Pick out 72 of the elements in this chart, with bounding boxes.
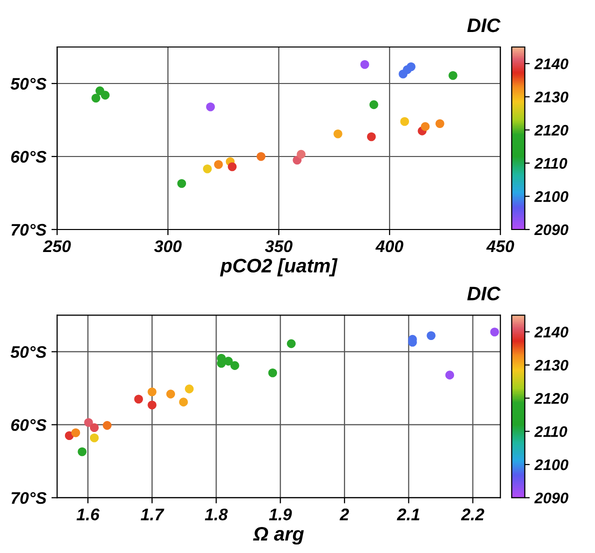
point xyxy=(224,356,233,366)
x-tick-label: 300 xyxy=(154,240,182,252)
color-bar-label: 2090 xyxy=(534,492,568,504)
point xyxy=(230,361,240,370)
point xyxy=(286,339,296,348)
x-tick-label: 1.7 xyxy=(140,508,164,520)
y-tick-label: 70°S xyxy=(12,492,47,504)
point xyxy=(71,428,80,438)
color-bar-label: 2100 xyxy=(534,459,568,470)
color-bar-label: 2130 xyxy=(534,92,568,102)
y-tick-label: 60°S xyxy=(11,150,47,163)
point xyxy=(166,390,176,398)
point xyxy=(184,384,194,394)
point xyxy=(100,90,110,100)
point xyxy=(445,370,454,380)
y-tick-label: 70°S xyxy=(12,224,47,236)
point xyxy=(134,394,143,404)
x-tick-label: 350 xyxy=(264,240,292,252)
point xyxy=(369,100,378,110)
point xyxy=(177,179,186,188)
x-tick-label: 2.1 xyxy=(396,508,420,520)
point xyxy=(214,160,223,169)
point xyxy=(268,368,278,378)
point xyxy=(296,150,306,159)
y-tick-label: 60°S xyxy=(11,419,47,431)
point xyxy=(206,102,215,112)
x-tick-label: 400 xyxy=(375,240,404,252)
x-tick-label: 1.8 xyxy=(204,508,228,520)
point xyxy=(228,162,237,172)
x-axis-title: Ω arg xyxy=(253,526,304,545)
x-tick-label: 250 xyxy=(42,240,71,252)
point xyxy=(179,398,188,406)
x-tick-label: 2.2 xyxy=(460,508,484,520)
point xyxy=(420,122,430,131)
x-tick-label: 450 xyxy=(486,240,514,252)
color-bar-title: DIC xyxy=(467,286,501,300)
point xyxy=(148,400,156,410)
point xyxy=(400,117,410,126)
point xyxy=(78,447,87,456)
color-bar-label: 2100 xyxy=(534,191,568,202)
color-bar-label: 2120 xyxy=(534,393,568,404)
color-bar-label: 2120 xyxy=(534,124,568,136)
point xyxy=(435,119,444,128)
y-tick-label: 50°S xyxy=(10,346,47,358)
color-bar-title: DIC xyxy=(467,18,501,32)
point xyxy=(367,132,376,142)
point xyxy=(490,328,500,336)
point xyxy=(426,331,436,340)
point xyxy=(84,418,93,427)
point xyxy=(360,60,370,69)
x-tick-label: 2 xyxy=(340,508,349,520)
point xyxy=(92,94,100,102)
color-bar-label: 2110 xyxy=(534,426,568,438)
color-bar-label: 2140 xyxy=(534,58,568,70)
point xyxy=(292,156,302,165)
point xyxy=(102,421,112,430)
point xyxy=(448,71,458,80)
color-bar-label: 2110 xyxy=(534,158,568,169)
y-tick-label: 50°S xyxy=(10,78,47,90)
color-bar-label: 2140 xyxy=(534,326,568,338)
x-tick-label: 1.9 xyxy=(269,508,292,520)
point xyxy=(256,152,266,161)
point xyxy=(90,433,99,442)
point xyxy=(148,387,156,396)
color-bar-label: 2130 xyxy=(534,360,568,371)
x-axis-title: pCO2 [uatm] xyxy=(220,258,338,276)
point xyxy=(334,129,342,138)
color-bar-label: 2090 xyxy=(534,224,568,236)
point xyxy=(406,62,416,72)
point xyxy=(90,423,99,432)
point xyxy=(203,164,212,174)
x-tick-label: 1.6 xyxy=(76,508,100,520)
